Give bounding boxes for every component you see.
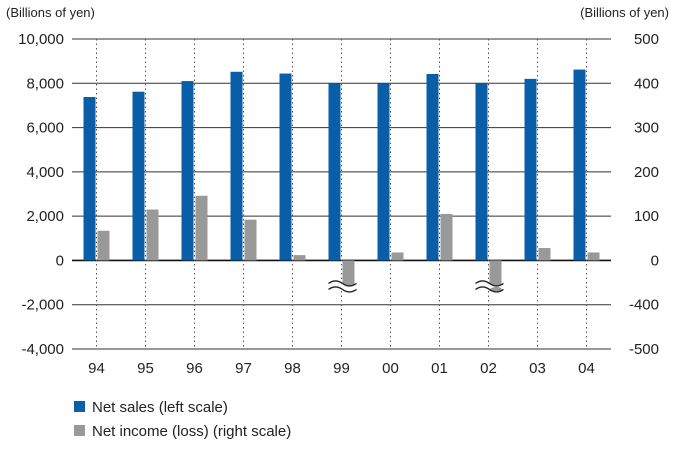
left-axis-unit: (Billions of yen) xyxy=(6,5,95,20)
bars xyxy=(83,69,600,292)
bar-net-income xyxy=(342,260,355,286)
bar-net-sales xyxy=(230,71,243,261)
bar-net-income xyxy=(293,255,306,261)
bar-net-income xyxy=(97,230,110,261)
bar-net-sales xyxy=(132,91,145,261)
tick-labels: 10,000 500 8,000 400 6,000 300 4,000 200 2,000 10… xyxy=(18,31,659,358)
bar-net-income xyxy=(587,252,600,261)
bar-net-sales xyxy=(377,83,390,261)
bar-net-income xyxy=(538,248,551,261)
bar-net-sales xyxy=(328,83,341,261)
category-label: 00 xyxy=(382,360,399,377)
break-line xyxy=(475,286,504,293)
bar-net-sales xyxy=(475,83,488,261)
gridlines xyxy=(72,38,611,350)
bar-net-sales xyxy=(426,73,439,261)
left-tick-label: 10,000 xyxy=(18,31,64,48)
category-label: 98 xyxy=(284,360,301,377)
legend-label: Net sales (left scale) xyxy=(92,399,228,416)
right-tick-label: 300 xyxy=(634,120,659,137)
break-line xyxy=(328,286,357,293)
bar-net-income xyxy=(440,213,453,261)
category-label: 03 xyxy=(529,360,546,377)
left-tick-label: 2,000 xyxy=(26,208,64,225)
break-mask xyxy=(475,280,504,292)
bar-net-sales xyxy=(181,81,194,261)
legend-swatch xyxy=(74,401,85,412)
category-label: 01 xyxy=(431,360,448,377)
category-label: 96 xyxy=(186,360,203,377)
break-mask xyxy=(328,280,357,292)
bar-net-sales xyxy=(83,97,96,261)
bar-net-sales xyxy=(573,69,586,261)
right-tick-label: 200 xyxy=(634,164,659,181)
right-axis-unit: (Billions of yen) xyxy=(580,5,669,20)
category-label: 95 xyxy=(137,360,154,377)
break-line xyxy=(475,280,504,287)
left-tick-label: 8,000 xyxy=(26,75,64,92)
right-tick-label: 500 xyxy=(634,31,659,48)
category-label: 99 xyxy=(333,360,350,377)
left-tick-label: 6,000 xyxy=(26,120,64,137)
bar-net-income xyxy=(195,195,208,261)
right-tick-label: -500 xyxy=(629,341,659,358)
bar-net-income xyxy=(244,219,257,261)
legend-label: Net income (loss) (right scale) xyxy=(92,423,291,440)
bar-net-income xyxy=(489,260,502,292)
bar-net-income xyxy=(146,209,159,261)
legend: Net sales (left scale) Net income (loss) … xyxy=(74,399,291,440)
left-tick-label: 0 xyxy=(56,252,64,269)
category-label: 04 xyxy=(578,360,595,377)
bar-net-income xyxy=(391,252,404,261)
category-label: 97 xyxy=(235,360,252,377)
left-tick-label: 4,000 xyxy=(26,164,64,181)
category-label: 02 xyxy=(480,360,497,377)
right-tick-label: 0 xyxy=(651,252,659,269)
legend-swatch xyxy=(74,425,85,436)
axis-breaks xyxy=(328,280,504,293)
bar-net-sales xyxy=(279,73,292,261)
left-tick-label: -4,000 xyxy=(21,341,64,358)
bar-net-sales xyxy=(524,78,537,261)
left-tick-label: -2,000 xyxy=(21,297,64,314)
right-tick-label: -400 xyxy=(629,297,659,314)
right-tick-label: 100 xyxy=(634,208,659,225)
category-label: 94 xyxy=(88,360,105,377)
right-tick-label: 400 xyxy=(634,75,659,92)
break-line xyxy=(328,280,357,287)
category-labels: 94 95 96 97 98 99 00 01 02 03 04 xyxy=(88,360,595,377)
